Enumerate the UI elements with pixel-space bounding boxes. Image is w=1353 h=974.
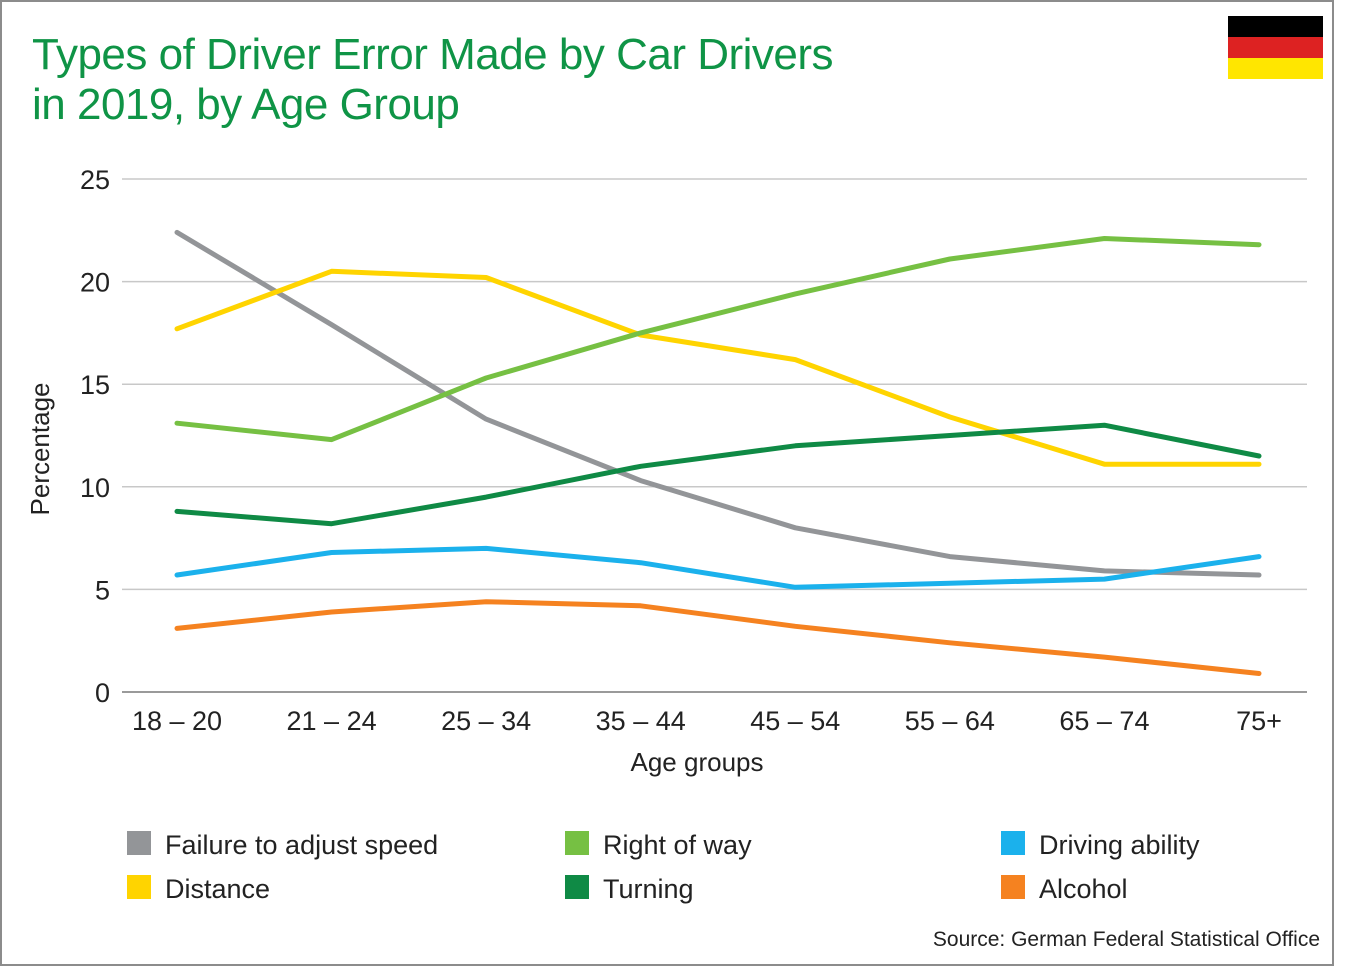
legend-item-failure-to-adjust-speed: Failure to adjust speed: [127, 830, 438, 860]
series-line-alcohol: [174, 599, 1262, 676]
chart-frame: Types of Driver Error Made by Car Driver…: [0, 0, 1334, 966]
series-line-driving-ability: [174, 545, 1262, 590]
series-lines: [174, 229, 1262, 676]
legend-swatch-distance: [127, 875, 151, 899]
x-axis-ticks: 18 – 20 21 – 24 25 – 34 35 – 44 45 – 54 55 – …: [132, 706, 1282, 736]
x-tick-label-6: 65 – 74: [1059, 706, 1149, 736]
x-tick-label-1: 21 – 24: [287, 706, 377, 736]
legend-swatch-alcohol: [1001, 875, 1025, 899]
gridlines: [122, 178, 1307, 693]
series-line-right-of-way: [174, 236, 1262, 443]
y-axis-label: Percentage: [25, 383, 55, 516]
legend-swatch-turning: [565, 875, 589, 899]
legend-item-turning: Turning: [565, 874, 694, 904]
x-tick-label-7: 75+: [1236, 706, 1282, 736]
y-tick-label-25: 25: [80, 165, 110, 195]
y-tick-label-20: 20: [80, 268, 110, 298]
series-line-turning: [174, 422, 1262, 527]
legend-label-failure-to-adjust-speed: Failure to adjust speed: [165, 830, 438, 860]
legend-label-right-of-way: Right of way: [603, 830, 752, 860]
chart-title-line-2: in 2019, by Age Group: [32, 80, 460, 129]
legend-item-right-of-way: Right of way: [565, 830, 752, 860]
x-tick-label-5: 55 – 64: [905, 706, 995, 736]
series-line-failure-to-adjust-speed: [174, 229, 1262, 578]
legend-item-alcohol: Alcohol: [1001, 874, 1128, 904]
y-tick-label-15: 15: [80, 370, 110, 400]
flag-stripe-black: [1228, 16, 1323, 37]
x-axis-label: Age groups: [631, 747, 764, 777]
line-chart: 0 5 10 15 20 25 18 – 20 21 – 24 25 – 34 35 – 44 4…: [25, 165, 1307, 904]
chart-title-line-1: Types of Driver Error Made by Car Driver…: [32, 30, 834, 79]
y-tick-label-0: 0: [95, 678, 110, 708]
legend-label-driving-ability: Driving ability: [1039, 830, 1200, 860]
legend-label-turning: Turning: [603, 874, 694, 904]
flag-stripe-gold: [1228, 58, 1323, 79]
chart-title: Types of Driver Error Made by Car Driver…: [32, 30, 834, 130]
germany-flag-icon: [1228, 16, 1323, 79]
legend-label-alcohol: Alcohol: [1039, 874, 1128, 904]
flag-stripe-red: [1228, 37, 1323, 58]
legend-item-distance: Distance: [127, 874, 270, 904]
x-tick-label-0: 18 – 20: [132, 706, 222, 736]
series-line-distance: [174, 268, 1262, 467]
legend-swatch-failure-to-adjust-speed: [127, 831, 151, 855]
legend-item-driving-ability: Driving ability: [1001, 830, 1200, 860]
source-note: Source: German Federal Statistical Offic…: [932, 928, 1320, 951]
legend-swatch-right-of-way: [565, 831, 589, 855]
legend-swatch-driving-ability: [1001, 831, 1025, 855]
x-tick-label-4: 45 – 54: [750, 706, 840, 736]
x-tick-label-2: 25 – 34: [441, 706, 531, 736]
legend: Failure to adjust speed Distance Right of …: [127, 830, 1200, 904]
y-tick-label-5: 5: [95, 575, 110, 605]
legend-label-distance: Distance: [165, 874, 270, 904]
y-axis-ticks: 0 5 10 15 20 25: [80, 165, 110, 708]
x-tick-label-3: 35 – 44: [596, 706, 686, 736]
y-tick-label-10: 10: [80, 473, 110, 503]
